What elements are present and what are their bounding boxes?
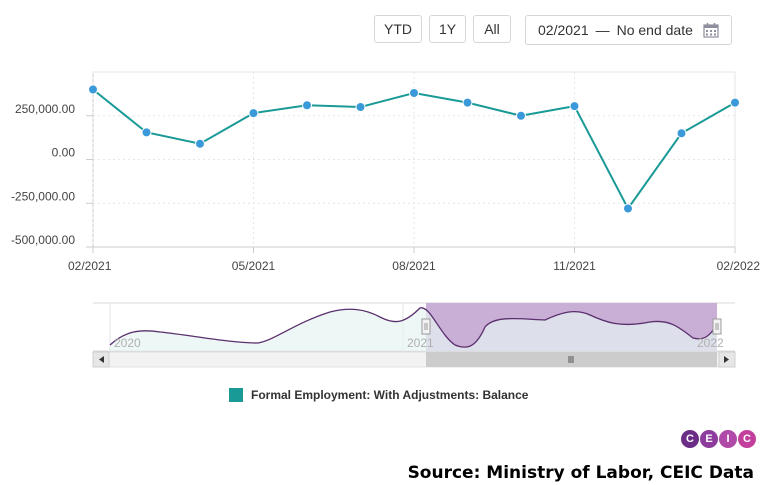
data-point[interactable] (302, 100, 312, 111)
ceic-logo: C E I C (680, 430, 756, 448)
data-point[interactable] (569, 101, 580, 112)
x-tick-label: 08/2021 (392, 259, 436, 273)
navigator[interactable]: 2020 2021 2022 (0, 295, 762, 375)
logo-letter: C (681, 430, 699, 448)
navigator-year-label: 2020 (114, 336, 141, 350)
data-point[interactable] (623, 203, 633, 214)
legend-item[interactable]: Formal Employment: With Adjustments: Bal… (229, 388, 528, 402)
legend-swatch (229, 388, 243, 402)
data-point[interactable] (730, 97, 740, 108)
data-point[interactable] (141, 127, 152, 138)
date-range-picker[interactable]: 02/2021 — No end date (525, 15, 732, 45)
range-separator: — (595, 22, 610, 38)
data-point[interactable] (195, 138, 205, 149)
range-start: 02/2021 (538, 22, 589, 38)
x-tick-label: 05/2021 (232, 259, 276, 273)
triangle-right-icon (724, 356, 729, 363)
y-tick-label: 250,000.00 (15, 102, 75, 116)
calendar-icon[interactable] (703, 22, 719, 41)
y-tick-label: -500,000.00 (11, 233, 75, 247)
triangle-left-icon (99, 356, 104, 363)
grip-icon (568, 356, 574, 363)
one-year-button[interactable]: 1Y (429, 15, 466, 43)
logo-letter: I (719, 430, 737, 448)
data-point[interactable] (248, 108, 259, 119)
navigator-left-handle[interactable] (421, 318, 431, 335)
navigator-line (109, 307, 718, 348)
y-tick-label: -250,000.00 (11, 189, 75, 203)
all-button[interactable]: All (473, 15, 511, 43)
data-point[interactable] (462, 97, 473, 108)
line-chart: 250,000.00 0.00 -250,000.00 -500,000.00 02/… (11, 71, 761, 273)
range-end: No end date (616, 22, 693, 38)
x-tick-label: 02/2022 (717, 259, 761, 273)
data-point[interactable] (355, 102, 366, 112)
y-tick-label: 0.00 (52, 146, 76, 160)
navigator-right-handle[interactable] (712, 318, 722, 335)
ytd-button[interactable]: YTD (374, 15, 422, 43)
data-point[interactable] (676, 128, 687, 139)
data-point[interactable] (516, 110, 526, 121)
legend-label: Formal Employment: With Adjustments: Bal… (251, 388, 529, 402)
data-point[interactable] (88, 84, 98, 95)
x-tick-label: 02/2021 (68, 259, 112, 273)
x-tick-label: 11/2021 (553, 259, 596, 273)
logo-letter: C (738, 430, 756, 448)
navigator-year-label: 2022 (697, 336, 724, 350)
data-point[interactable] (409, 88, 419, 98)
logo-letter: E (700, 430, 718, 448)
navigator-year-label: 2021 (407, 336, 434, 350)
source-text: Source: Ministry of Labor, CEIC Data (407, 463, 754, 483)
